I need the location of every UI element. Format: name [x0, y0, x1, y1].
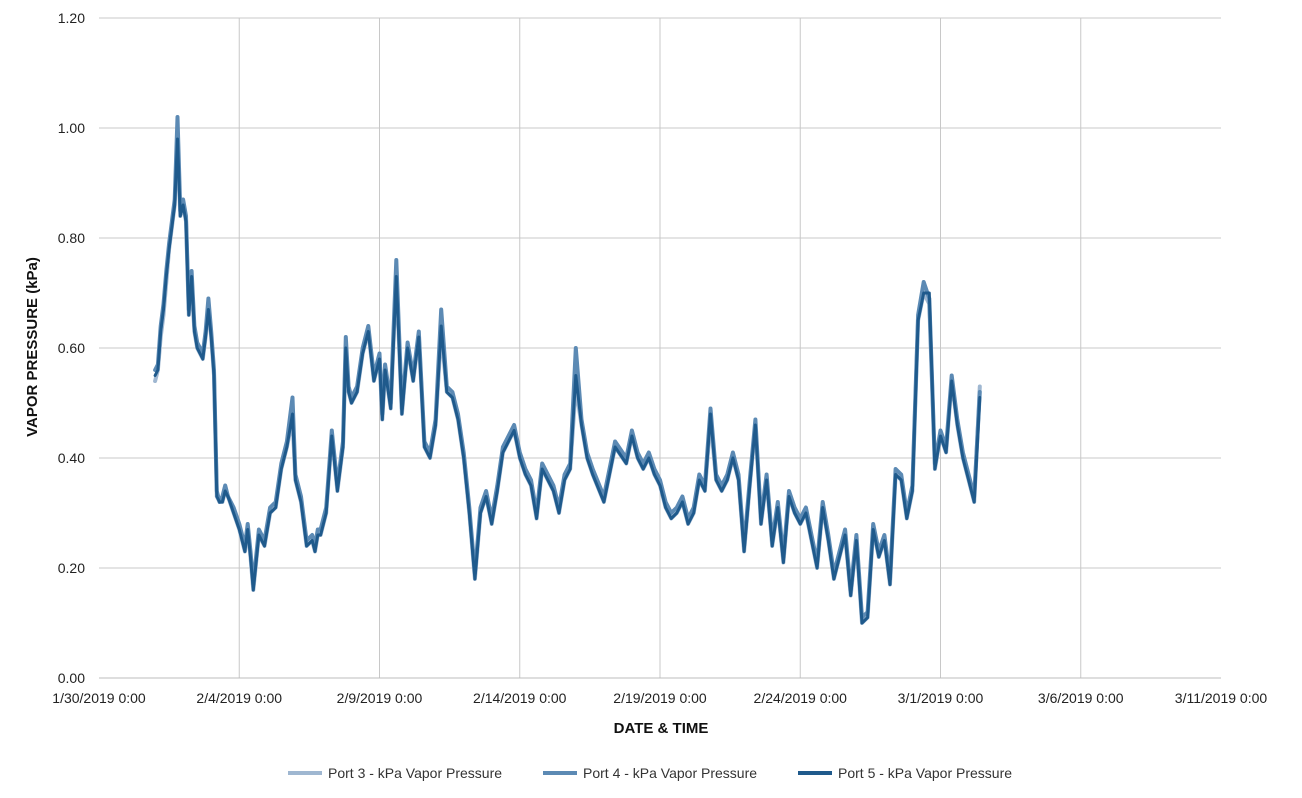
y-tick-label: 0.40 [58, 450, 85, 466]
series-line-port-5 [153, 137, 982, 625]
x-tick-label: 3/6/2019 0:00 [1038, 690, 1124, 706]
tick-labels: 0.00 0.20 0.40 0.60 0.80 1.00 1.20 1/30/2019 0:… [52, 10, 1267, 706]
x-tick-label: 2/9/2019 0:00 [337, 690, 423, 706]
legend-label: Port 4 - kPa Vapor Pressure [583, 765, 757, 781]
legend: Port 3 - kPa Vapor Pressure Port 4 - kPa … [288, 765, 1012, 781]
gridlines [99, 17, 1221, 679]
x-tick-label: 2/19/2019 0:00 [613, 690, 707, 706]
x-tick-label: 1/30/2019 0:00 [52, 690, 146, 706]
legend-item: Port 3 - kPa Vapor Pressure [288, 765, 502, 781]
legend-label: Port 5 - kPa Vapor Pressure [838, 765, 1012, 781]
y-tick-label: 0.60 [58, 340, 85, 356]
y-tick-label: 0.20 [58, 560, 85, 576]
legend-item: Port 4 - kPa Vapor Pressure [543, 765, 757, 781]
x-tick-label: 2/24/2019 0:00 [754, 690, 848, 706]
x-tick-label: 3/1/2019 0:00 [898, 690, 984, 706]
x-tick-label: 3/11/2019 0:00 [1175, 690, 1268, 706]
y-tick-label: 1.00 [58, 120, 85, 136]
x-axis-title: DATE & TIME [614, 720, 709, 737]
x-tick-label: 2/14/2019 0:00 [473, 690, 567, 706]
series-lines [153, 115, 982, 625]
y-tick-label: 0.80 [58, 230, 85, 246]
x-tick-label: 2/4/2019 0:00 [196, 690, 282, 706]
y-tick-label: 0.00 [58, 670, 85, 686]
legend-item: Port 5 - kPa Vapor Pressure [798, 765, 1012, 781]
y-axis-title: VAPOR PRESSURE (kPa) [24, 257, 41, 437]
legend-label: Port 3 - kPa Vapor Pressure [328, 765, 502, 781]
y-tick-label: 1.20 [58, 10, 85, 26]
